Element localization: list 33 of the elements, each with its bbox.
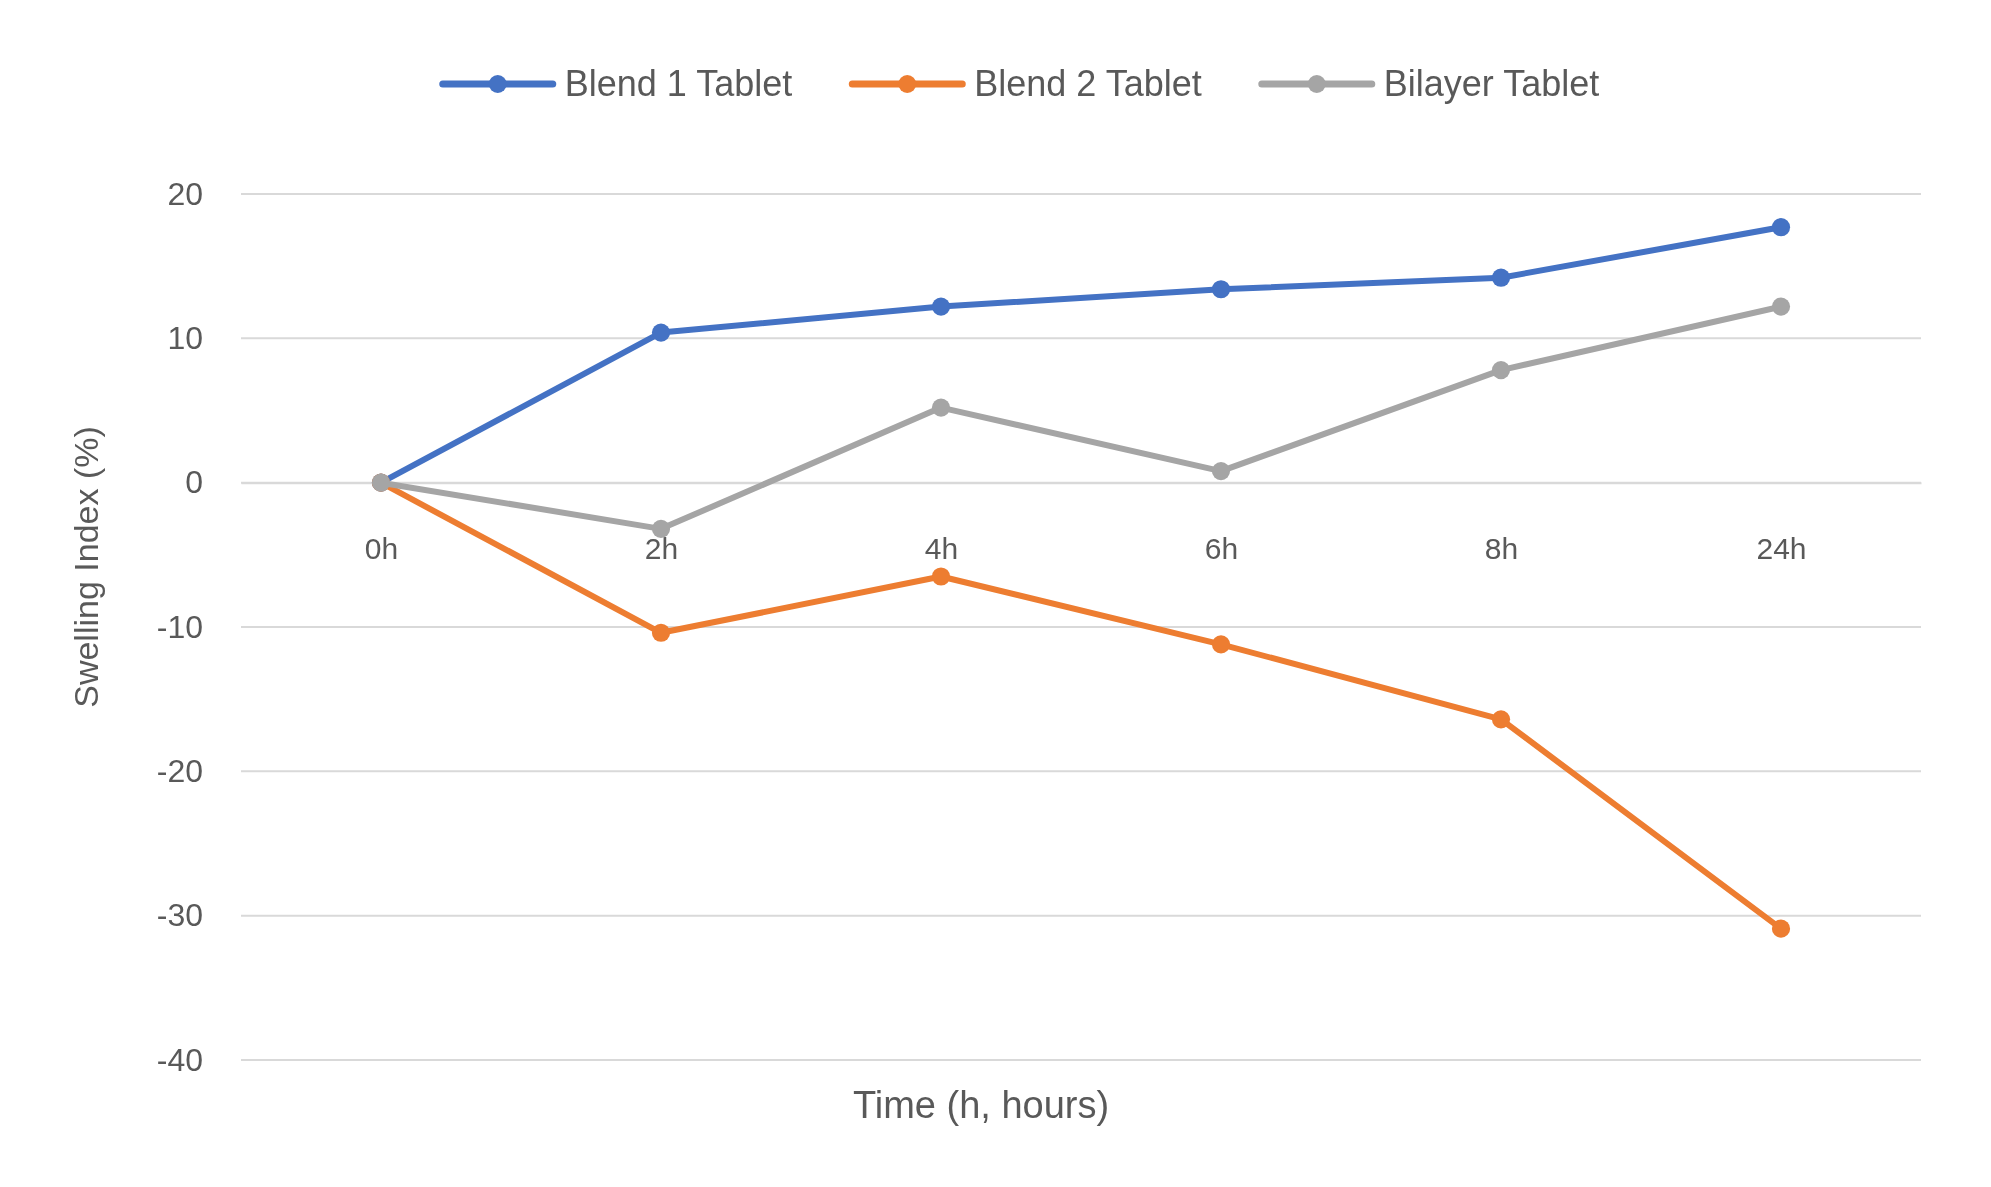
- point: [1211, 635, 1231, 654]
- point: [931, 567, 951, 586]
- x-tick-label: 0h: [364, 531, 399, 565]
- point: [1771, 919, 1791, 938]
- legend-label: Bilayer Tablet: [1383, 63, 1600, 104]
- point: [1211, 280, 1231, 299]
- point: [931, 297, 951, 316]
- point: [1211, 462, 1231, 481]
- y-tick-label: -30: [156, 897, 203, 934]
- y-tick-label: 10: [167, 320, 203, 357]
- y-tick-label: -10: [156, 608, 203, 645]
- point: [651, 323, 671, 342]
- y-tick-label: 0: [185, 464, 203, 501]
- point: [1771, 218, 1791, 237]
- point: [651, 519, 671, 538]
- x-tick-label: 4h: [924, 531, 959, 565]
- point: [1491, 268, 1511, 287]
- x-tick-label: 8h: [1484, 531, 1519, 565]
- x-tick-label: 2h: [644, 531, 679, 565]
- legend-label: Blend 1 Tablet: [564, 63, 793, 104]
- point: [931, 398, 951, 417]
- y-tick-label: -20: [156, 753, 203, 790]
- point: [1491, 361, 1511, 380]
- point: [651, 623, 671, 642]
- point: [1771, 297, 1791, 316]
- x-tick-label: 6h: [1204, 531, 1239, 565]
- legend-label: Blend 2 Tablet: [974, 63, 1202, 104]
- x-axis-title: Time (h, hours): [852, 1084, 1110, 1126]
- y-tick-label: -40: [156, 1041, 203, 1078]
- point: [1491, 710, 1511, 729]
- y-axis-title: Swelling Index (%): [67, 426, 105, 708]
- x-tick-label: 24h: [1756, 531, 1807, 565]
- y-tick-label: 20: [167, 175, 203, 212]
